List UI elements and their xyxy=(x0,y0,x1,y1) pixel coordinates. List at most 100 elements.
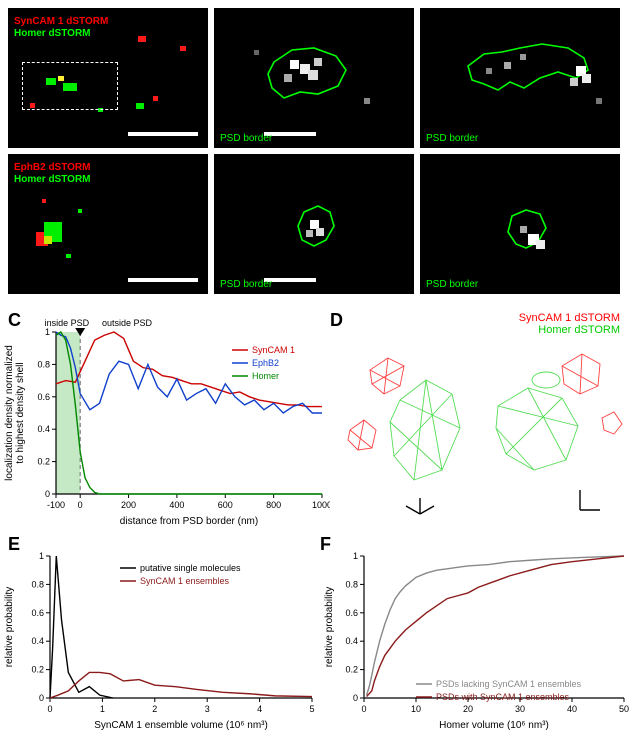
svg-text:0: 0 xyxy=(47,704,52,714)
svg-text:40: 40 xyxy=(567,704,577,714)
svg-text:0.4: 0.4 xyxy=(31,636,44,646)
chart-e-svg: 0 1 2 3 4 5 0 0.2 0.4 0.6 0.8 1 SynCAM 1 ensemble vo… xyxy=(0,534,320,732)
panel-b-zoom2: PSD border xyxy=(420,154,620,294)
svg-text:800: 800 xyxy=(266,500,281,510)
row-b: EphB2 dSTORM Homer dSTORM PSD border PSD xyxy=(0,154,640,294)
svg-text:20: 20 xyxy=(463,704,473,714)
svg-text:1000: 1000 xyxy=(312,500,330,510)
psd-outline xyxy=(214,154,414,294)
panel-a-main: SynCAM 1 dSTORM Homer dSTORM xyxy=(8,8,208,148)
panel-letter-f: F xyxy=(320,534,331,555)
svg-text:SynCAM 1 ensemble volume (10⁶: SynCAM 1 ensemble volume (10⁶ nm³) xyxy=(94,720,268,731)
panel-c: C -1000200400600800100000.20.40.60.81dis… xyxy=(0,310,330,528)
psd-border-label: PSD border xyxy=(426,279,478,290)
svg-text:1: 1 xyxy=(353,551,358,561)
panel-letter-c: C xyxy=(8,310,21,331)
row-a: SynCAM 1 dSTORM Homer dSTORM PSD bord xyxy=(0,8,640,148)
svg-text:0.8: 0.8 xyxy=(31,579,44,589)
homer-label: Homer dSTORM xyxy=(14,28,91,39)
green-blob xyxy=(136,103,144,109)
psd-border-label: PSD border xyxy=(426,133,478,144)
panel-letter-e: E xyxy=(8,534,20,555)
svg-text:0.6: 0.6 xyxy=(345,608,358,618)
red-blob xyxy=(138,36,146,42)
svg-text:0: 0 xyxy=(361,704,366,714)
svg-text:0.2: 0.2 xyxy=(37,457,50,467)
svg-text:to highest density shell: to highest density shell xyxy=(15,362,26,463)
svg-text:4: 4 xyxy=(257,704,262,714)
panel-a-zoom1: PSD border xyxy=(214,8,414,148)
svg-text:relative probability: relative probability xyxy=(324,587,335,668)
scalebar xyxy=(128,132,198,136)
svg-text:PSDs with SynCAM 1 ensembles: PSDs with SynCAM 1 ensembles xyxy=(436,692,570,702)
panel-a-label2: Homer dSTORM xyxy=(14,23,91,41)
svg-text:SynCAM 1: SynCAM 1 xyxy=(252,345,295,355)
chart-f-svg: 0102030405000.20.40.60.81Homer volume (1… xyxy=(320,534,634,732)
scalebar xyxy=(128,278,198,282)
svg-text:5: 5 xyxy=(309,704,314,714)
panel-b-label2: Homer dSTORM xyxy=(14,169,91,187)
svg-text:outside PSD: outside PSD xyxy=(102,318,153,328)
svg-text:0.6: 0.6 xyxy=(31,608,44,618)
svg-text:PSDs lacking SynCAM 1 ensemble: PSDs lacking SynCAM 1 ensembles xyxy=(436,679,582,689)
scale-icon xyxy=(580,490,600,510)
svg-text:0.2: 0.2 xyxy=(345,665,358,675)
svg-text:400: 400 xyxy=(169,500,184,510)
svg-text:1: 1 xyxy=(45,327,50,337)
svg-text:-100: -100 xyxy=(47,500,65,510)
svg-text:1: 1 xyxy=(39,551,44,561)
chart-c-svg: -1000200400600800100000.20.40.60.81dista… xyxy=(0,310,330,528)
psd-border-label: PSD border xyxy=(220,279,272,290)
svg-text:0.4: 0.4 xyxy=(37,424,50,434)
svg-text:3: 3 xyxy=(205,704,210,714)
green-blob xyxy=(66,254,71,258)
psd-outline xyxy=(420,8,620,148)
homer-label-d: Homer dSTORM xyxy=(519,324,620,336)
psd-outline xyxy=(420,154,620,294)
panel-f: F 0102030405000.20.40.60.81Homer volume … xyxy=(320,534,634,732)
svg-text:distance from PSD border (nm): distance from PSD border (nm) xyxy=(120,516,258,527)
svg-text:0.6: 0.6 xyxy=(37,392,50,402)
svg-text:0.8: 0.8 xyxy=(345,579,358,589)
red-blob xyxy=(153,96,158,101)
panel-d-labels: SynCAM 1 dSTORM Homer dSTORM xyxy=(519,312,620,336)
axis-icon xyxy=(406,498,434,514)
svg-text:50: 50 xyxy=(619,704,629,714)
svg-text:Homer volume (10⁶ nm³): Homer volume (10⁶ nm³) xyxy=(439,720,549,731)
svg-text:10: 10 xyxy=(411,704,421,714)
svg-text:600: 600 xyxy=(218,500,233,510)
svg-text:200: 200 xyxy=(121,500,136,510)
syncam-label-d: SynCAM 1 dSTORM xyxy=(519,312,620,324)
panel-b-zoom1: PSD border xyxy=(214,154,414,294)
svg-text:putative single molecules: putative single molecules xyxy=(140,563,241,573)
panel-e: E 0 1 2 3 4 5 0 0.2 0.4 0.6 0.8 1 SynCAM 1 ensemble … xyxy=(0,534,320,732)
ylw-blob xyxy=(44,236,52,244)
panel-letter-d: D xyxy=(330,310,343,331)
svg-text:inside PSD: inside PSD xyxy=(45,318,90,328)
svg-text:0: 0 xyxy=(78,500,83,510)
svg-text:0.2: 0.2 xyxy=(31,665,44,675)
svg-text:2: 2 xyxy=(152,704,157,714)
panel-d: D SynCAM 1 dSTORM Homer dSTORM xyxy=(330,310,632,528)
svg-text:Homer: Homer xyxy=(252,371,279,381)
homer-label: Homer dSTORM xyxy=(14,174,91,185)
panel-b-main: EphB2 dSTORM Homer dSTORM xyxy=(8,154,208,294)
svg-text:1: 1 xyxy=(100,704,105,714)
green-blob xyxy=(78,209,82,213)
svg-text:0: 0 xyxy=(353,693,358,703)
svg-text:localization density normalize: localization density normalized xyxy=(4,345,15,481)
psd-border-label: PSD border xyxy=(220,133,272,144)
svg-text:SynCAM 1 ensembles: SynCAM 1 ensembles xyxy=(140,576,230,586)
svg-text:EphB2: EphB2 xyxy=(252,358,279,368)
svg-text:0: 0 xyxy=(45,489,50,499)
svg-text:0: 0 xyxy=(39,693,44,703)
psd-outline xyxy=(214,8,414,148)
roi-box xyxy=(22,62,118,110)
svg-text:0.8: 0.8 xyxy=(37,359,50,369)
red-blob xyxy=(180,46,186,51)
panel-d-svg xyxy=(330,310,632,528)
svg-text:0.4: 0.4 xyxy=(345,636,358,646)
panel-a-zoom2: PSD border xyxy=(420,8,620,148)
svg-text:relative probability: relative probability xyxy=(4,587,15,668)
red-blob xyxy=(42,199,46,203)
